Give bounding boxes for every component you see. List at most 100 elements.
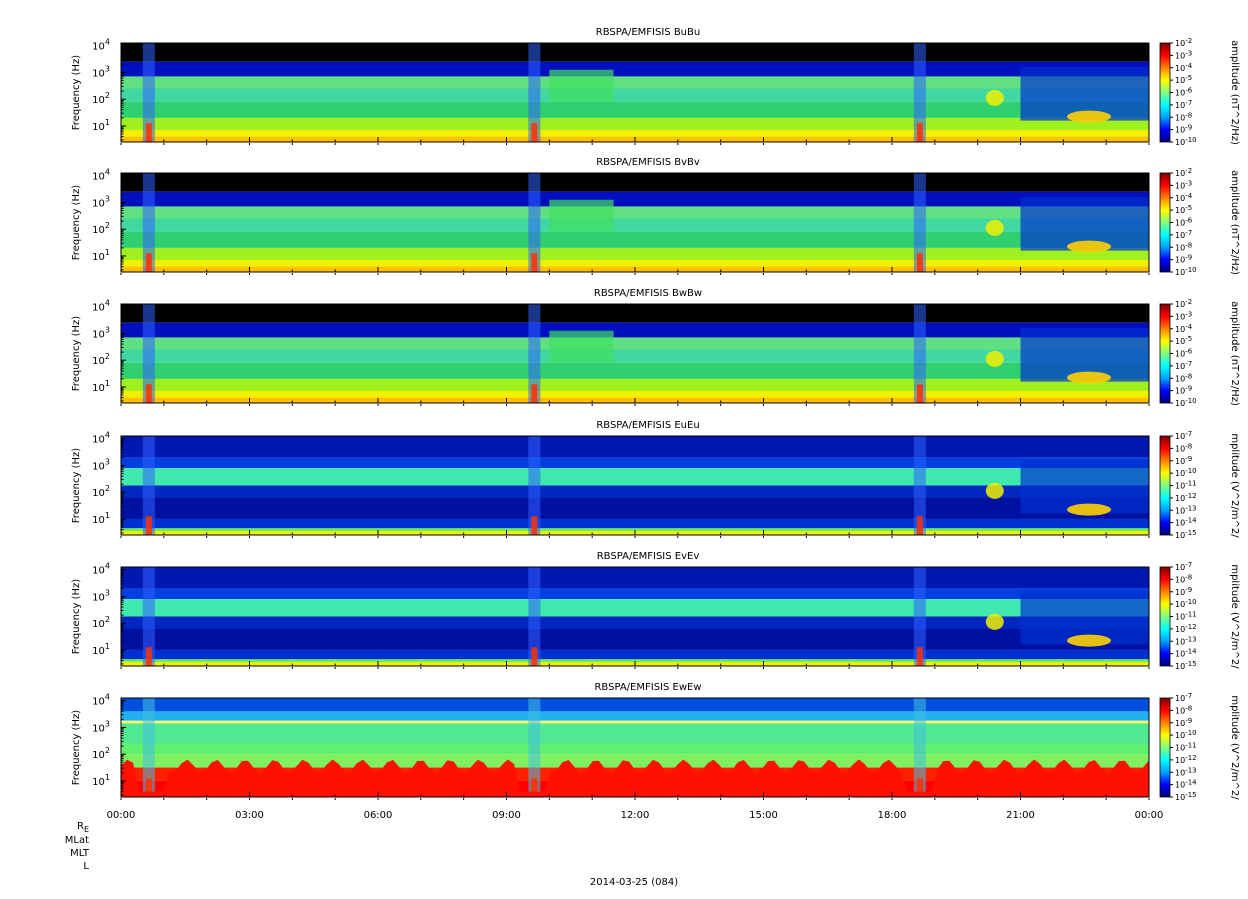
- colorbar: [1160, 304, 1170, 403]
- colorbar-tick-label: 10-13: [1175, 635, 1197, 646]
- chorus-patch: [986, 351, 1004, 367]
- colorbar-tick-label: 10-10: [1175, 136, 1197, 147]
- panels: RBSPA/EMFISIS BuBu Frequency (Hz) 101 102 10…: [71, 27, 1240, 802]
- time-tick-label: 18:00: [878, 810, 907, 821]
- chorus-patch: [986, 220, 1004, 236]
- colorbar-tick-label: 10-8: [1175, 241, 1192, 252]
- frequency-band: [121, 301, 1149, 322]
- frequency-band: [121, 564, 1149, 588]
- spectrogram-panel-5: RBSPA/EMFISIS EvEvFrequency (Hz) 10110210…: [71, 551, 1240, 671]
- frequency-band: [121, 130, 1149, 137]
- frequency-band: [121, 588, 1149, 599]
- frequency-band: [121, 650, 1149, 659]
- burst-core: [146, 123, 152, 142]
- colorbar-tick-label: 10-3: [1175, 310, 1192, 321]
- colorbar: [1160, 173, 1170, 272]
- spectrogram-panel-3: RBSPA/EMFISIS BwBwFrequency (Hz) 10110210…: [71, 288, 1240, 408]
- colorbar: [1160, 567, 1170, 666]
- burst-core: [531, 253, 537, 272]
- y-tick-label: 103: [92, 719, 110, 734]
- frequency-band: [121, 170, 1149, 191]
- chorus-patch: [986, 483, 1004, 499]
- spectrogram-image: [121, 433, 1149, 537]
- burst-core: [917, 384, 923, 403]
- frequency-band: [121, 433, 1149, 457]
- burst-core: [146, 253, 152, 272]
- colorbar-tick-label: 10-9: [1175, 717, 1192, 728]
- spectrogram-panel-2: RBSPA/EMFISIS BvBvFrequency (Hz) 10110210…: [71, 157, 1240, 277]
- y-tick-label: 103: [92, 64, 110, 79]
- y-tick-label: 103: [92, 588, 110, 603]
- colorbar-tick-label: 10-12: [1175, 623, 1197, 634]
- frequency-band: [121, 323, 1149, 338]
- chorus-patch: [986, 90, 1004, 106]
- y-tick-label: 102: [92, 221, 110, 236]
- time-tick-label: 12:00: [621, 810, 650, 821]
- burst-core: [917, 647, 923, 666]
- y-tick-label: 101: [92, 248, 110, 263]
- colorbar-label: amplitude (nT^2/Hz): [1229, 301, 1240, 406]
- y-tick-label: 102: [92, 352, 110, 367]
- colorbar-label: mplitude (V^2/m^2/: [1229, 433, 1240, 538]
- frequency-band: [121, 62, 1149, 77]
- colorbar-tick-label: 10-5: [1175, 204, 1192, 215]
- colorbar: [1160, 698, 1170, 797]
- spectrogram-image: [121, 564, 1149, 668]
- y-tick-label: 104: [92, 299, 110, 314]
- time-tick-label: 09:00: [492, 810, 521, 821]
- colorbar-tick-label: 10-6: [1175, 348, 1193, 359]
- frequency-band: [121, 76, 1149, 88]
- hiss-patch: [549, 331, 613, 363]
- frequency-band: [121, 457, 1149, 468]
- y-tick-label: 101: [92, 511, 110, 526]
- y-axis-label: Frequency (Hz): [71, 579, 82, 655]
- colorbar-tick-label: 10-8: [1175, 573, 1192, 584]
- y-tick-label: 102: [92, 746, 110, 761]
- hiss-patch: [549, 200, 613, 232]
- spectrogram-panel-1: RBSPA/EMFISIS BuBuFrequency (Hz) 10110210…: [71, 27, 1240, 147]
- colorbar-tick-label: 10-12: [1175, 754, 1197, 765]
- y-tick-label: 101: [92, 379, 110, 394]
- y-tick-label: 101: [92, 642, 110, 657]
- colorbar-tick-label: 10-5: [1175, 335, 1192, 346]
- colorbar-tick-label: 10-15: [1175, 791, 1197, 802]
- time-ticks: 00:00 03:00 06:00 09:00 12:00 15:00 18:00 21:00…: [107, 810, 1164, 821]
- colorbar-tick-label: 10-9: [1175, 124, 1192, 135]
- late-day-emission: [1067, 111, 1111, 123]
- late-day-emission: [1067, 372, 1111, 384]
- y-tick-label: 104: [92, 38, 110, 53]
- colorbar-tick-label: 10-8: [1175, 111, 1192, 122]
- spectrogram-image: [121, 170, 1149, 274]
- colorbar-tick-label: 10-11: [1175, 742, 1197, 753]
- frequency-band: [121, 391, 1149, 398]
- colorbar-tick-label: 10-10: [1175, 467, 1197, 478]
- frequency-band: [121, 721, 1149, 724]
- colorbar-tick-label: 10-10: [1175, 598, 1197, 609]
- colorbar-tick-label: 10-4: [1175, 62, 1193, 73]
- y-tick-label: 101: [92, 118, 110, 133]
- colorbar-tick-label: 10-6: [1175, 87, 1193, 98]
- y-tick-label: 103: [92, 194, 110, 209]
- ephemeris-labels: RE MLat MLT L: [65, 821, 90, 872]
- colorbar-tick-label: 10-9: [1175, 586, 1192, 597]
- frequency-band: [121, 337, 1149, 349]
- colorbar-tick-label: 10-7: [1175, 561, 1192, 572]
- colorbar-label: amplitude (nT^2/Hz): [1229, 170, 1240, 275]
- colorbar-tick-label: 10-10: [1175, 397, 1197, 408]
- panel-title: RBSPA/EMFISIS BuBu: [596, 27, 700, 38]
- late-day-emission: [1067, 241, 1111, 253]
- colorbar-tick-label: 10-3: [1175, 49, 1192, 60]
- burst-core: [917, 253, 923, 272]
- frequency-band: [121, 192, 1149, 207]
- burst-core: [146, 384, 152, 403]
- y-axis-label: Frequency (Hz): [71, 185, 82, 261]
- colorbar-tick-label: 10-8: [1175, 372, 1192, 383]
- burst-core: [531, 647, 537, 666]
- colorbar-tick-label: 10-8: [1175, 442, 1192, 453]
- y-axis-label: Frequency (Hz): [71, 710, 82, 786]
- ephemeris-l-label: L: [83, 861, 89, 872]
- colorbar-label: mplitude (V^2/m^2/: [1229, 695, 1240, 800]
- colorbar-tick-label: 10-6: [1175, 217, 1193, 228]
- y-axis-label: Frequency (Hz): [71, 448, 82, 524]
- y-tick-label: 104: [92, 693, 110, 708]
